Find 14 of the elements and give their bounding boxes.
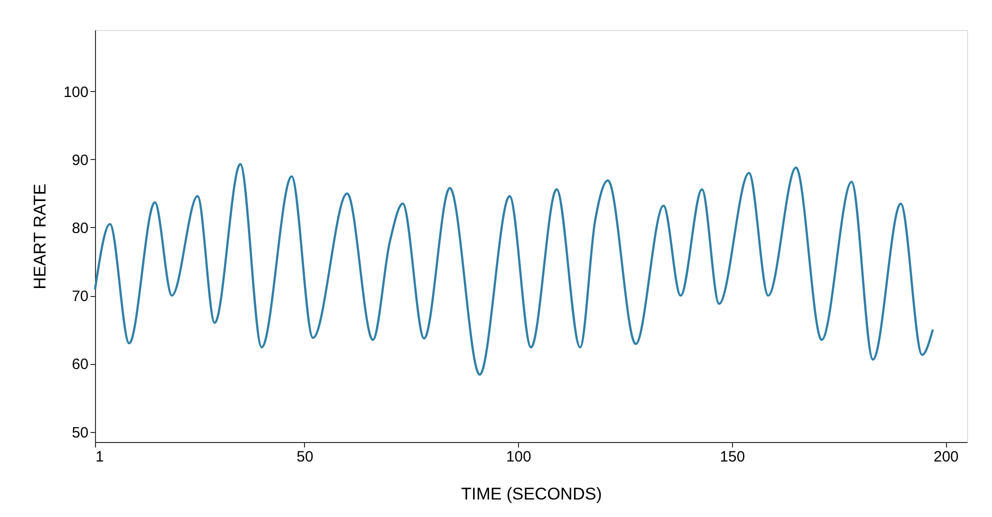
y-tick-label: 50 [72,424,88,442]
x-tick-label: 50 [296,448,314,466]
line-series [94,163,934,376]
x-tick-label: 150 [720,448,745,466]
x-tick-label: 1 [96,448,104,466]
x-axis-title: TIME (SECONDS) [461,484,602,504]
y-tick-label: 60 [72,356,88,374]
x-tick-label: 200 [934,448,959,466]
y-tick-label: 80 [72,220,88,237]
y-tick-label: 100 [63,84,88,101]
y-tick-label: 90 [72,152,88,169]
y-tick-label: 70 [72,288,88,306]
y-axis-title: HEART RATE [30,184,50,290]
x-tick-label: 100 [506,448,532,466]
